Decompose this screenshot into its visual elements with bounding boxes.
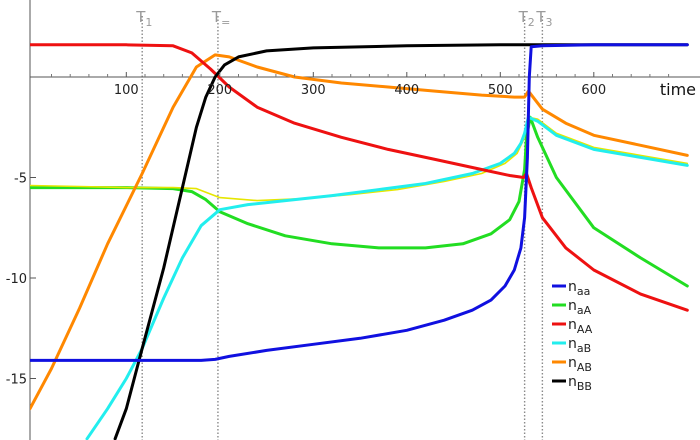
legend-label-base: n: [568, 317, 577, 333]
marker-label-T2: T2: [518, 8, 535, 29]
series-line-nExtra: [30, 116, 689, 202]
x-axis-label: time: [660, 80, 696, 99]
series: [30, 43, 689, 440]
series-line-naa: [30, 43, 689, 362]
legend-label-base: n: [568, 279, 577, 295]
legend-label-sub: AA: [577, 323, 593, 336]
legend-label-sub: aa: [577, 285, 590, 298]
legend-label-nAA: nAA: [568, 317, 593, 336]
legend-label-sub: aB: [577, 342, 591, 355]
marker-label-sub: =: [221, 16, 230, 29]
x-tick-label-600: 600: [581, 83, 606, 98]
legend-label-sub: BB: [577, 380, 592, 393]
marker-label-T3: T3: [535, 8, 552, 29]
marker-label-sub: 1: [145, 16, 152, 29]
marker-label-Teq: T=: [211, 8, 230, 29]
x-tick-label-100: 100: [114, 83, 139, 98]
marker-label-sub: 2: [528, 16, 535, 29]
time-markers: T1 T= T2 T3: [135, 8, 553, 440]
y-tick-label--15: -15: [6, 373, 27, 388]
axes: [29, 0, 700, 440]
legend-label-naB: naB: [568, 336, 591, 355]
series-line-nAB: [30, 53, 689, 411]
legend-label-base: n: [568, 374, 577, 390]
legend-label-base: n: [568, 336, 577, 352]
x-tick-label-200: 200: [207, 83, 232, 98]
x-tick-label-400: 400: [394, 83, 419, 98]
series-line-nBB: [113, 43, 689, 440]
y-tick-label--10: -10: [6, 272, 27, 287]
tick-labels: 100 200 300 400 500 600 -5 -10 -15: [6, 72, 670, 388]
legend-label-base: n: [568, 355, 577, 371]
series-line-nAA: [30, 43, 689, 312]
marker-label-T1: T1: [135, 8, 152, 29]
series-line-naA: [30, 115, 689, 288]
legend-label-sub: AB: [577, 361, 592, 374]
legend-label-sub: aA: [577, 304, 592, 317]
legend-label-naA: naA: [568, 298, 592, 317]
legend-label-base: n: [568, 298, 577, 314]
marker-label-sub: 3: [546, 16, 553, 29]
marker-label-base: T: [135, 8, 146, 26]
x-tick-label-500: 500: [488, 83, 513, 98]
legend-label-nAB: nAB: [568, 355, 592, 374]
y-tick-label--5: -5: [14, 172, 27, 187]
series-line-naB: [85, 115, 689, 440]
marker-label-base: T: [518, 8, 529, 26]
marker-label-base: T: [211, 8, 222, 26]
legend-label-naa: naa: [568, 279, 590, 298]
x-tick-label-300: 300: [301, 83, 326, 98]
legend-label-nBB: nBB: [568, 374, 592, 393]
marker-label-base: T: [535, 8, 546, 26]
